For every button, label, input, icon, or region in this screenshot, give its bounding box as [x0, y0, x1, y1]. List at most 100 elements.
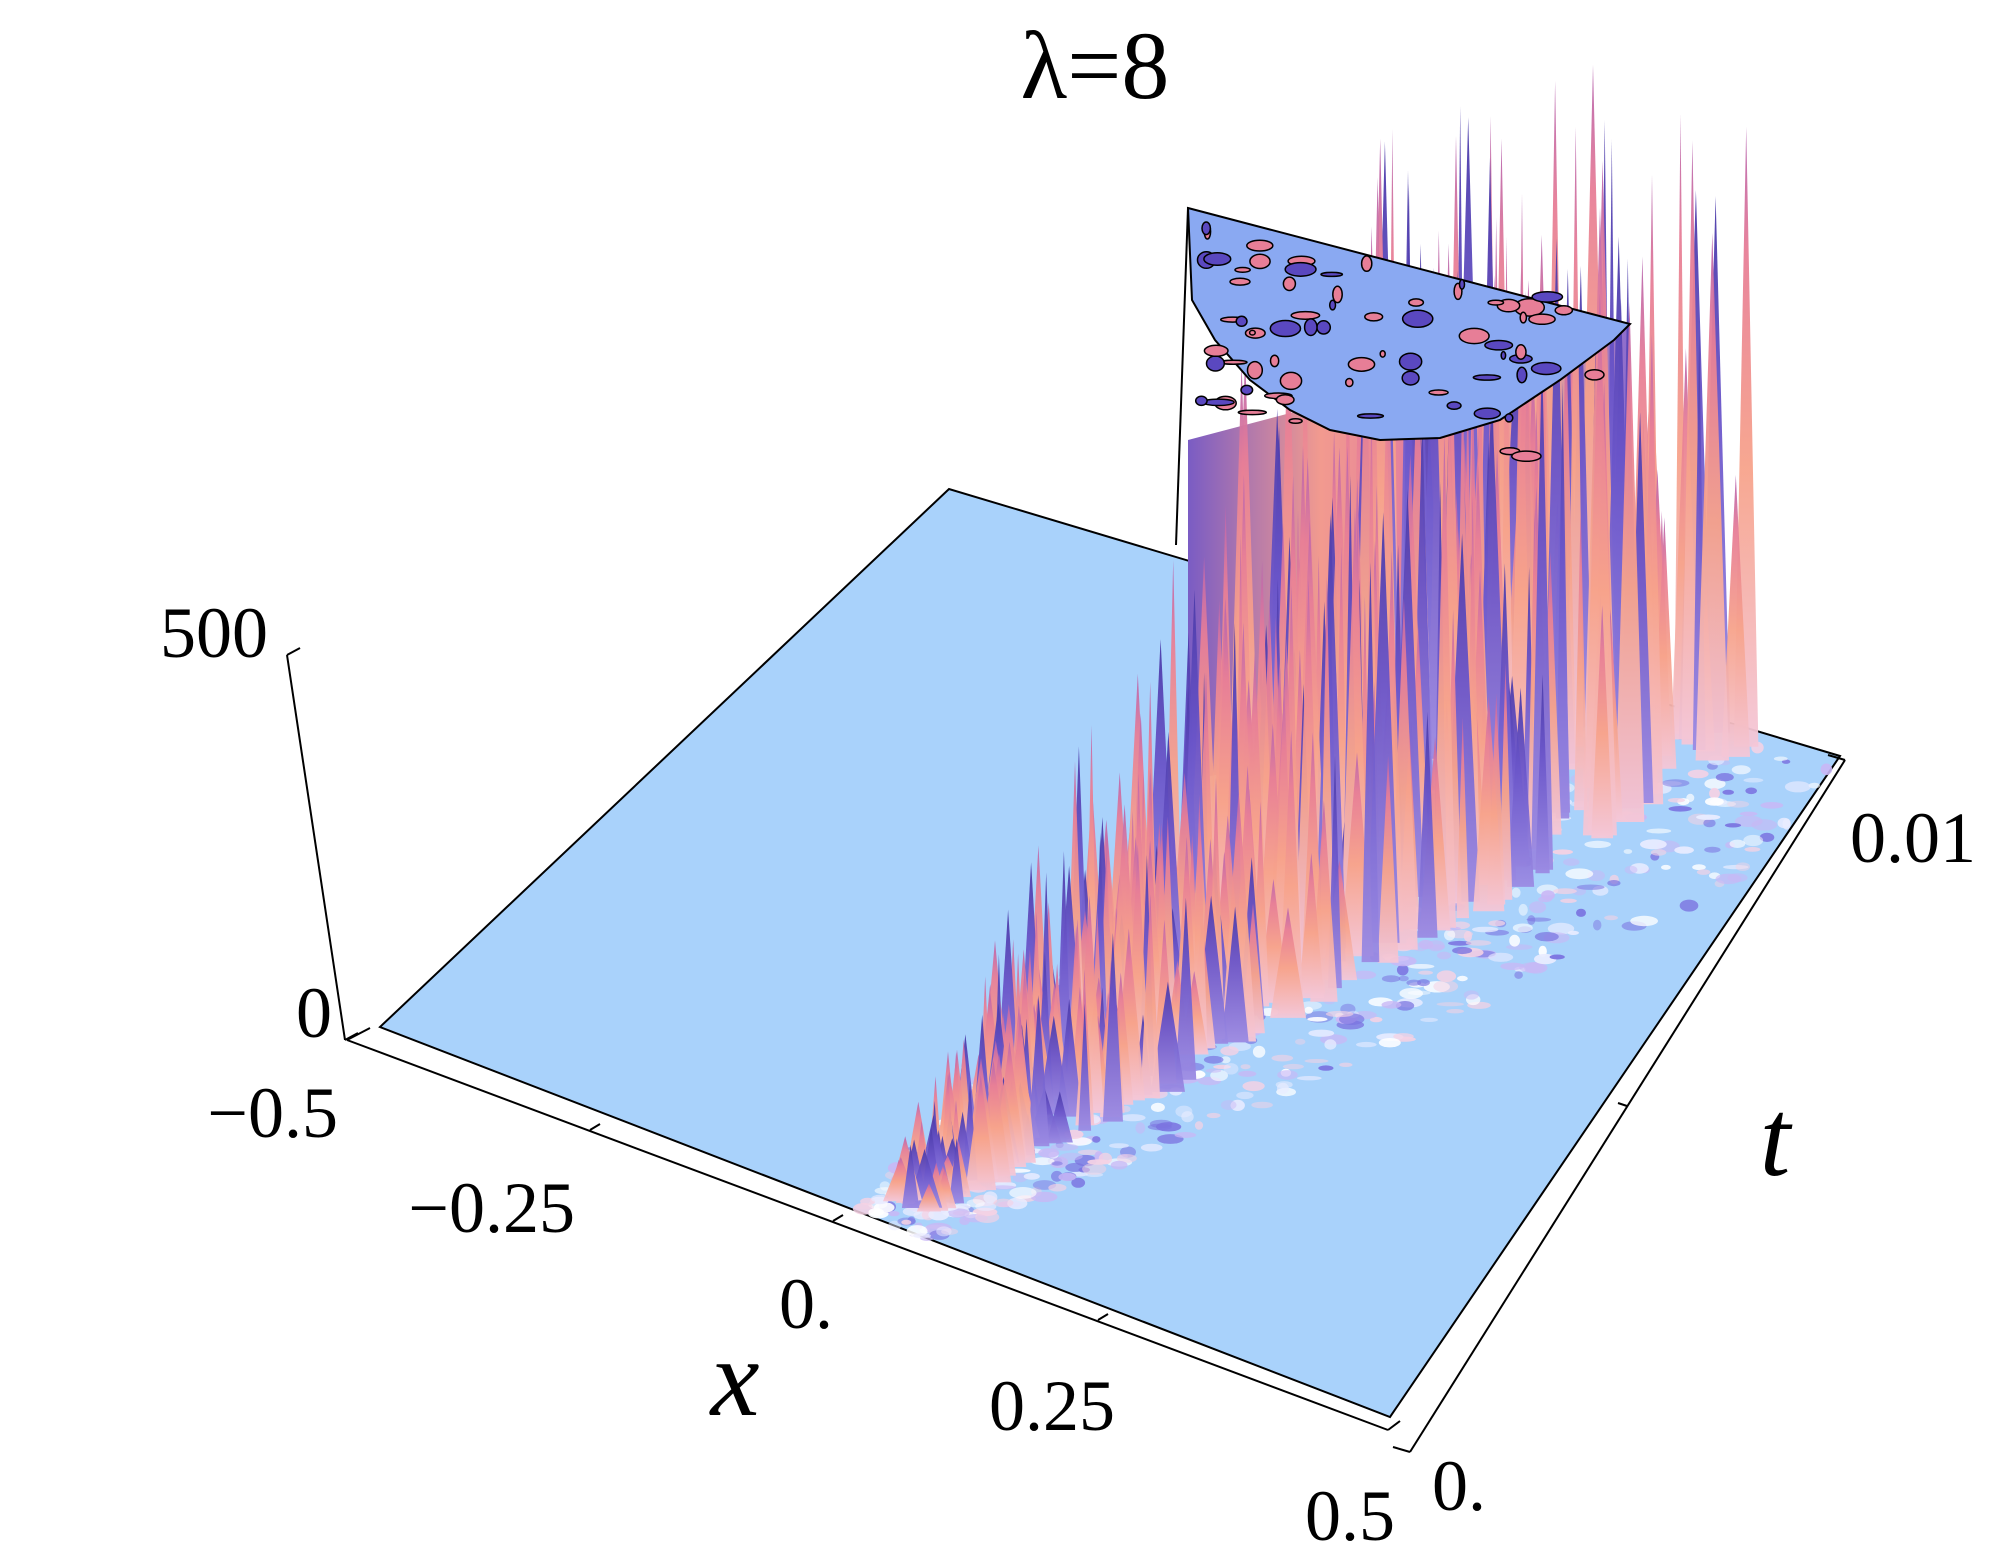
cap-hole [1458, 278, 1466, 290]
ripple-mark [975, 1211, 1000, 1223]
ripple-mark [1650, 849, 1667, 856]
cap-hole [1487, 299, 1505, 306]
cap-hole [1347, 356, 1376, 372]
cap-hole [1316, 320, 1332, 335]
ripple-mark [1727, 800, 1750, 808]
ripple-mark [1058, 1172, 1076, 1182]
ripple-mark [1744, 847, 1761, 852]
cap-hole [1288, 417, 1303, 425]
ripple-mark [1512, 923, 1533, 933]
ripple-mark [1271, 1054, 1294, 1062]
ripple-mark [1307, 1017, 1328, 1022]
ripple-mark [1398, 975, 1409, 982]
spike-mark [1140, 894, 1161, 1099]
ripple-mark [1282, 1063, 1304, 1070]
ripple-mark [993, 1198, 1014, 1208]
ripple-mark [1356, 1041, 1377, 1048]
spike-mark [1037, 1015, 1070, 1115]
ripple-mark [1396, 964, 1409, 976]
ripple-mark [1661, 779, 1690, 787]
ripple-mark [1048, 1183, 1067, 1192]
cap-hole [1360, 255, 1373, 273]
ripple-mark [1381, 975, 1401, 983]
cap-hole [1356, 413, 1385, 419]
ripple-mark [1230, 1099, 1245, 1111]
cap-hole [1237, 409, 1268, 416]
spike-mark [916, 1183, 942, 1212]
ripple-mark [1560, 898, 1577, 903]
x-tick-label: 0. [779, 1264, 833, 1344]
spike-mark [1377, 755, 1399, 963]
ripple-mark [1734, 815, 1763, 827]
ripple-mark [1427, 940, 1445, 952]
ripple-mark [1437, 951, 1451, 960]
ripple-mark [888, 1211, 900, 1217]
cap-hole [1344, 377, 1354, 388]
ripple-mark [1436, 1002, 1465, 1007]
ripple-mark [879, 1181, 891, 1191]
ripple-mark [1661, 864, 1671, 870]
ripple-mark [1174, 1132, 1197, 1138]
cap-hole [1194, 395, 1208, 407]
z-tick-label: 0 [296, 973, 332, 1053]
cap-hole [1401, 309, 1434, 329]
ripple-mark [1704, 778, 1726, 790]
spike-mark [1721, 474, 1751, 757]
ripple-mark [1777, 817, 1791, 829]
cap-hole [1364, 311, 1384, 322]
ripple-mark [1624, 865, 1638, 874]
ripple-mark [1640, 839, 1667, 850]
cap-hole [1515, 344, 1527, 360]
ripple-mark [1723, 864, 1749, 870]
cap-hole [1269, 354, 1280, 368]
ripple-mark [1399, 988, 1423, 999]
wall-edge [1175, 207, 1189, 546]
cap-hole [1398, 352, 1423, 371]
spike-mark [1614, 302, 1645, 822]
cap-hole [1401, 370, 1420, 386]
ripple-mark [1109, 1143, 1129, 1149]
ripple-mark [1236, 1091, 1254, 1100]
ripple-mark [1378, 1038, 1401, 1048]
cap-hole [1500, 350, 1507, 360]
ripple-mark [1488, 952, 1514, 962]
z-tick-label: 500 [160, 593, 268, 673]
ripple-mark [1465, 940, 1492, 946]
ripple-mark [1393, 1033, 1414, 1040]
clipped-cap [1175, 206, 1632, 546]
ripple-mark [902, 1207, 922, 1216]
ripple-mark [1295, 1038, 1306, 1045]
ripple-mark [955, 1203, 971, 1210]
ripple-mark [1679, 899, 1699, 912]
ripple-mark [1436, 970, 1457, 982]
ripple-mark [868, 1208, 884, 1217]
ripple-mark [1646, 828, 1672, 834]
cap-hole [1328, 299, 1337, 311]
ripple-mark [1735, 862, 1751, 871]
ripple-mark [1630, 915, 1658, 927]
cap-hole [1246, 360, 1264, 380]
ripple-mark [1593, 919, 1602, 931]
cap-hole [1472, 374, 1502, 381]
ripple-mark [1509, 934, 1520, 947]
ripple-mark [1731, 765, 1751, 775]
spike-mark [1102, 932, 1123, 1122]
ripple-mark [1417, 979, 1430, 987]
ripple-mark [1518, 903, 1528, 916]
spike-mark [1361, 562, 1380, 963]
ripple-mark [1140, 1143, 1163, 1152]
ripple-mark [1709, 787, 1720, 799]
ripple-mark [1526, 917, 1552, 922]
cap-hole [1249, 253, 1271, 270]
ripple-mark [1576, 884, 1605, 890]
cap-hole [1282, 276, 1297, 292]
cap-hole [1519, 311, 1528, 324]
ripple-mark [1565, 868, 1594, 880]
ripple-mark [1308, 1029, 1335, 1037]
cap-hole [1275, 394, 1295, 406]
ripple-mark [1077, 1149, 1101, 1156]
ripple-mark [1030, 1191, 1058, 1203]
ripple-mark [1203, 1055, 1224, 1064]
cap-hole [1205, 355, 1226, 372]
